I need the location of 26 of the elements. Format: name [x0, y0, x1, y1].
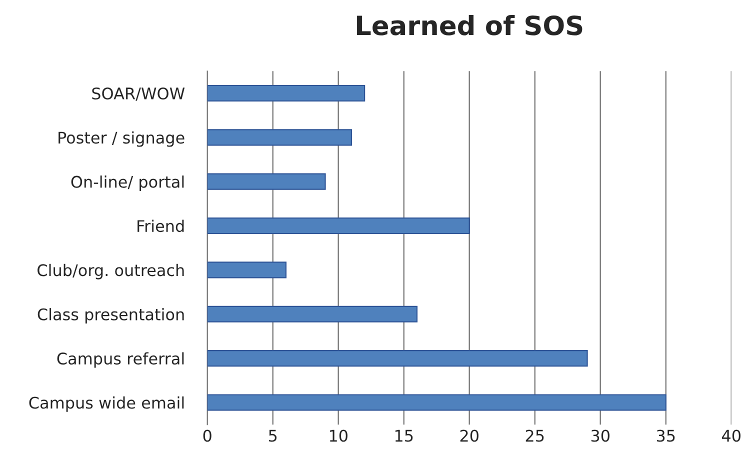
y-tick-label: Campus referral: [57, 352, 184, 368]
x-tick-label: 40: [722, 430, 740, 442]
y-tick-label: SOAR/WOW: [92, 87, 185, 101]
x-tick-label: 30: [591, 430, 610, 442]
x-tick-label: 25: [526, 430, 544, 442]
y-tick-label: Campus wide email: [29, 396, 184, 412]
x-tick-label: 35: [656, 430, 675, 442]
y-tick-label: Club/org. outreach: [38, 264, 184, 280]
chart-title: Learned of SOS: [357, 14, 582, 36]
y-tick-label: Poster / signage: [58, 131, 184, 147]
x-tick-label: 0: [203, 430, 212, 442]
bar: [207, 173, 326, 190]
x-tick-label: 10: [330, 430, 348, 442]
bar: [207, 262, 287, 278]
x-tick-label: 5: [269, 430, 277, 442]
y-tick-label: Friend: [138, 220, 184, 232]
bar: [207, 217, 470, 234]
bar: [207, 306, 418, 322]
x-tick-label: 20: [460, 430, 478, 442]
bar: [207, 129, 352, 146]
x-tick-label: 15: [395, 430, 413, 442]
bar: [207, 350, 588, 367]
bar: [207, 394, 666, 411]
bar: [207, 84, 366, 102]
y-tick-label: On-line/ portal: [71, 176, 184, 191]
y-tick-label: Class presentation: [38, 308, 184, 324]
